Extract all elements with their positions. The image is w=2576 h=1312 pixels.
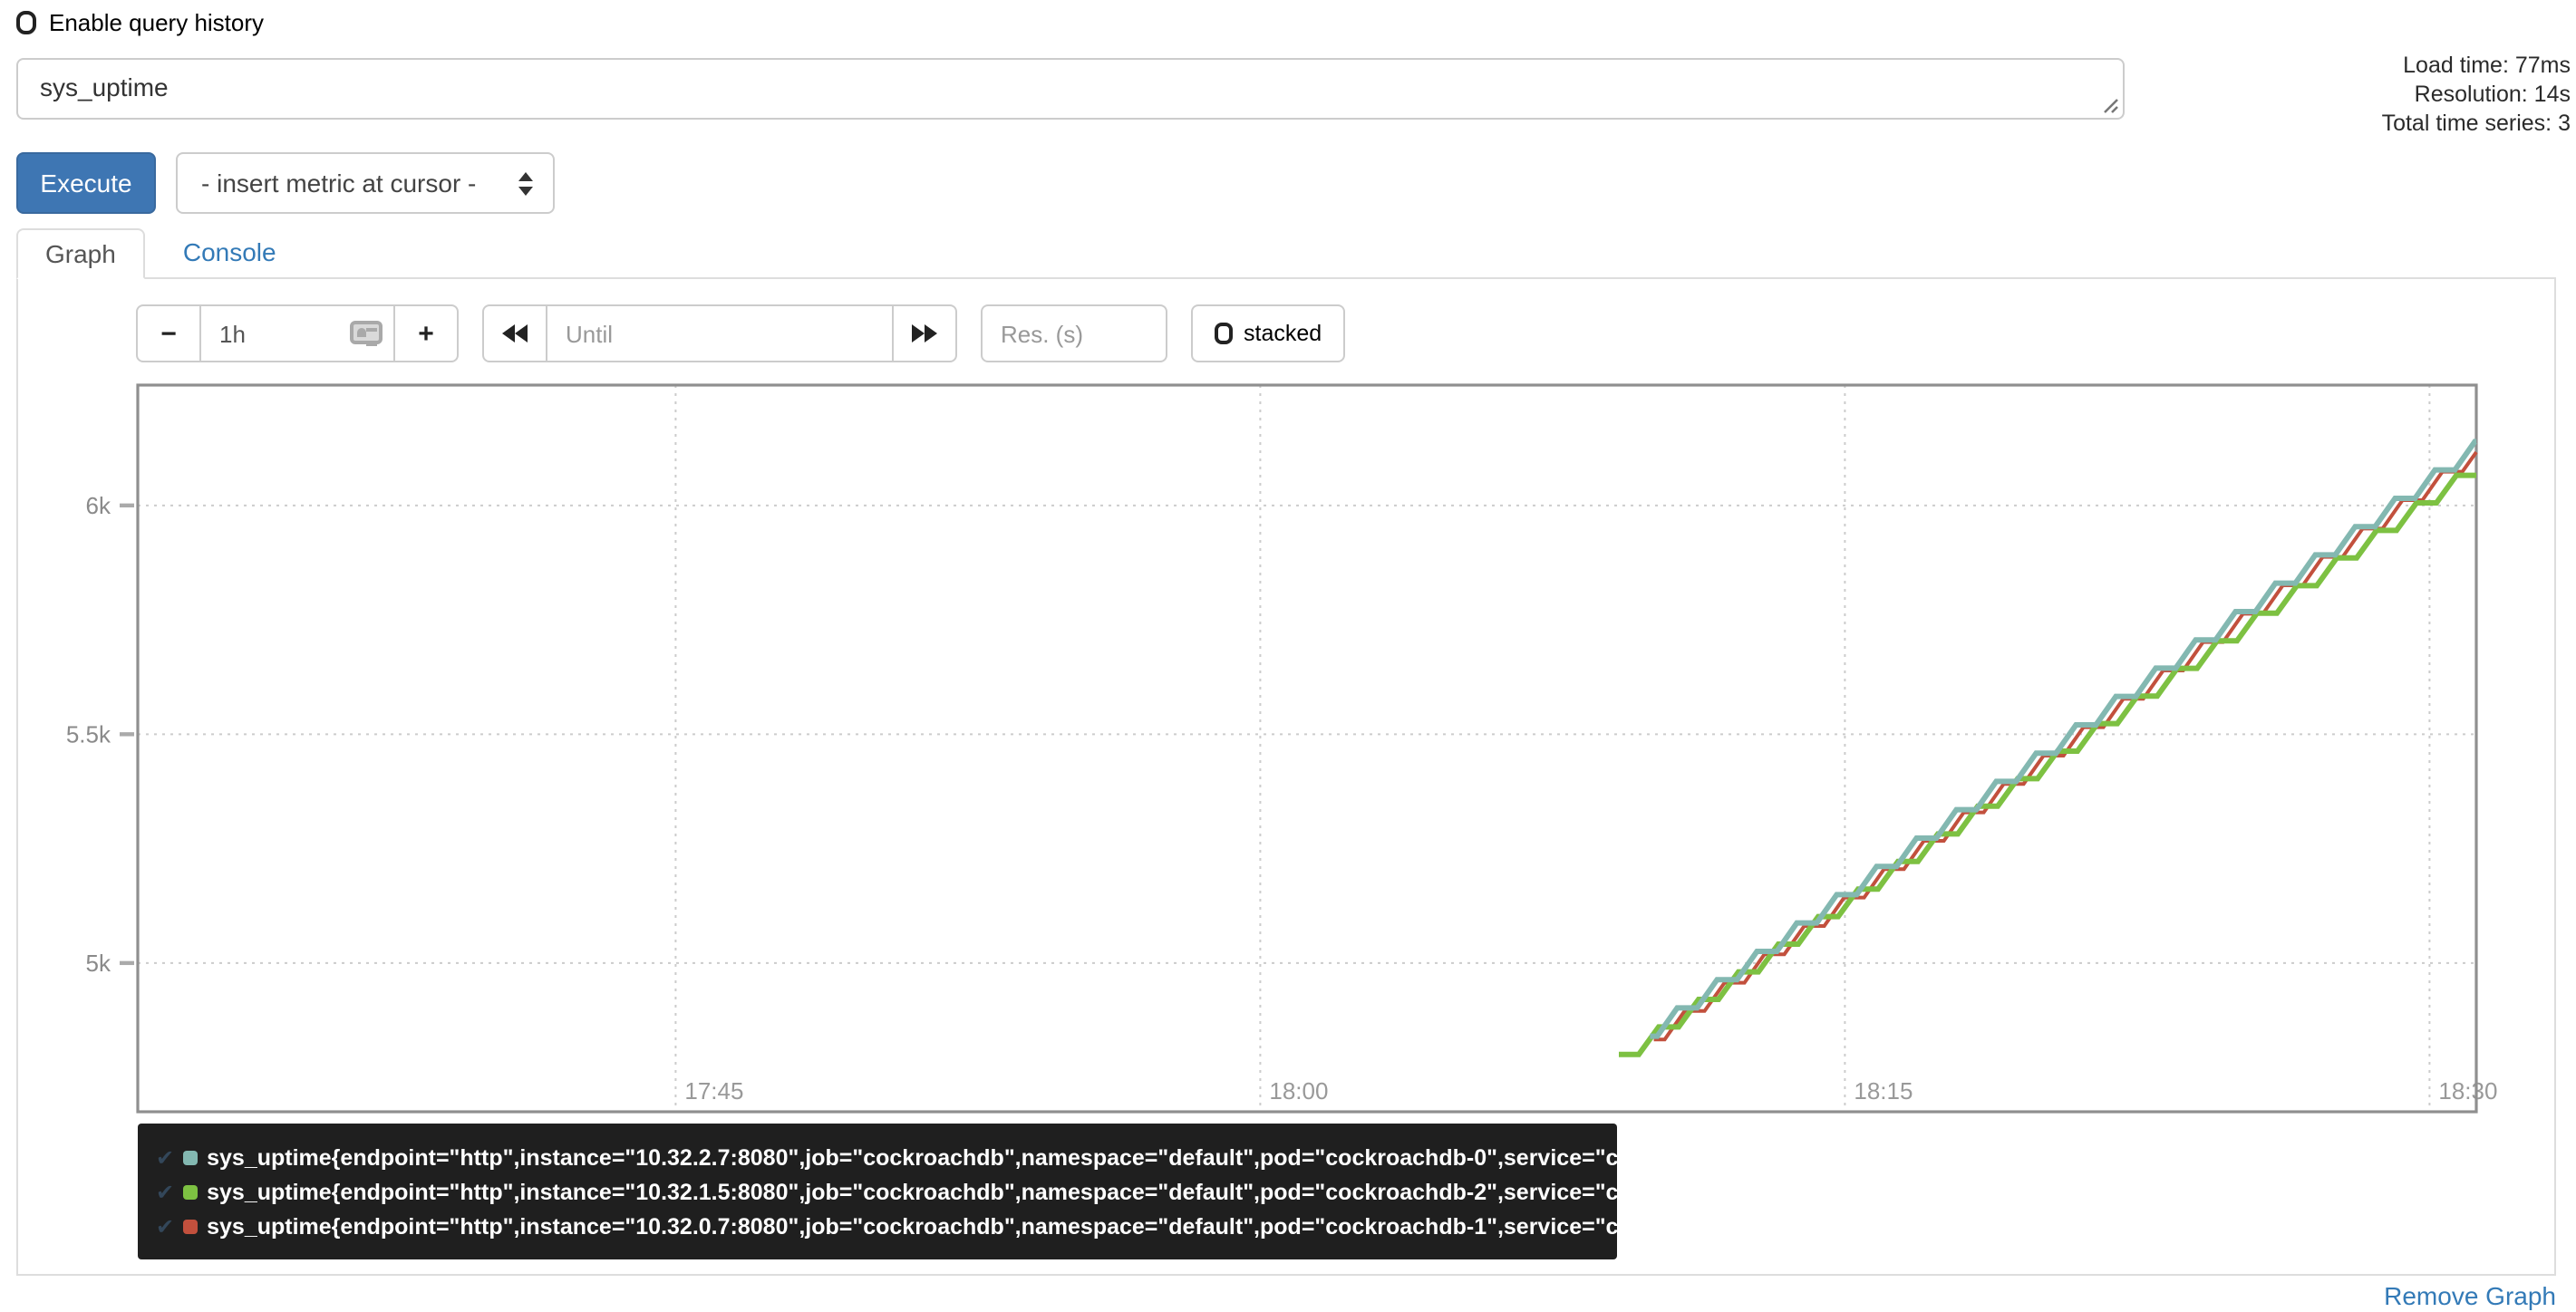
y-tick-label: 6k [86,492,111,519]
query-history-checkbox[interactable] [16,11,36,34]
series-line-sys_uptime-cockroachdb-0 [1650,439,2477,1039]
tab-console-label: Console [182,237,276,266]
resolution-input[interactable] [981,304,1167,362]
query-expression-input[interactable] [16,58,2125,120]
double-right-arrow-icon [912,324,937,342]
tab-bar: Graph Console [16,228,2556,279]
chart-frame [136,383,2478,1114]
y-tick-label: 5.5k [66,720,111,748]
graph-panel: − + [16,279,2556,1276]
execute-button-label: Execute [40,169,132,198]
series-swatch [183,1150,199,1164]
graph-controls: − + [136,304,1346,362]
tab-console[interactable]: Console [145,228,315,277]
total-time-series: Total time series: 3 [2381,111,2571,136]
y-tick-label: 5k [86,950,111,977]
query-history-label: Enable query history [49,9,265,36]
check-icon: ✔ [156,1144,175,1170]
check-icon: ✔ [156,1179,175,1204]
until-input[interactable] [546,304,894,362]
plus-icon: + [418,318,434,349]
stacked-checkbox[interactable] [1215,323,1233,344]
chart-legend: ✔ sys_uptime{endpoint="http",instance="10… [138,1124,1767,1259]
legend-series-text: sys_uptime{endpoint="http",instance="10.… [207,1213,1767,1239]
range-group: − + [136,304,459,362]
time-forward-button[interactable] [892,304,957,362]
insert-metric-select[interactable]: - insert metric at cursor - [176,152,555,214]
minus-icon: − [160,318,177,349]
datetimepicker-icon[interactable] [350,321,383,346]
legend-item[interactable]: ✔ sys_uptime{endpoint="http",instance="10… [156,1174,1767,1209]
x-tick-label: 17:45 [684,1077,743,1105]
legend-series-text: sys_uptime{endpoint="http",instance="10.… [207,1144,1767,1170]
resolution: Resolution: 14s [2414,82,2571,107]
stacked-toggle[interactable]: stacked [1191,304,1346,362]
execute-button[interactable]: Execute [16,152,156,214]
x-tick-label: 18:00 [1269,1077,1328,1105]
tab-graph[interactable]: Graph [16,228,145,279]
insert-metric-select-value: - insert metric at cursor - [201,169,477,198]
uptime-chart[interactable]: 5k 5.5k 6k 17:45 18:00 18:15 18:30 [18,279,2558,1276]
x-tick-label: 18:15 [1854,1077,1913,1105]
stacked-label: stacked [1244,321,1322,346]
query-stats: Load time: 77ms Resolution: 14s Total ti… [2382,51,2571,138]
x-tick-label: 18:30 [2438,1077,2497,1105]
double-left-arrow-icon [502,324,528,342]
remove-graph-link[interactable]: Remove Graph [2384,1281,2556,1310]
legend-series-text: sys_uptime{endpoint="http",instance="10.… [207,1179,1767,1204]
tab-graph-label: Graph [45,239,116,268]
remove-graph-label: Remove Graph [2384,1281,2556,1310]
query-history-row: Enable query history [16,9,264,36]
legend-item[interactable]: ✔ sys_uptime{endpoint="http",instance="10… [156,1140,1767,1174]
select-arrows-icon [518,171,533,195]
range-input-wrap [199,304,395,362]
series-swatch [183,1219,199,1233]
check-icon: ✔ [156,1213,175,1239]
series-line-sys_uptime-cockroachdb-2 [1619,472,2476,1057]
load-time: Load time: 77ms [2403,53,2571,78]
legend-item[interactable]: ✔ sys_uptime{endpoint="http",instance="10… [156,1209,1767,1243]
until-group [482,304,957,362]
series-swatch [183,1184,199,1199]
